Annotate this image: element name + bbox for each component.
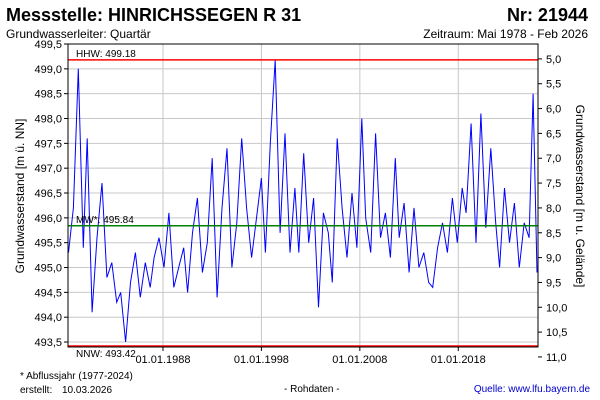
x-tick-label: 01.01.2018 xyxy=(431,354,486,366)
y-tick-label: 498,0 xyxy=(34,114,62,126)
y2-tick-label: 11,0 xyxy=(546,352,567,364)
data-type-label: - Rohdaten - xyxy=(284,384,340,395)
aquifer-label: Grundwasserleiter: Quartär xyxy=(6,27,151,41)
y-tick-label: 497,0 xyxy=(34,163,62,175)
y-tick-label: 495,5 xyxy=(34,238,62,250)
series-line xyxy=(68,59,538,343)
series-layer xyxy=(68,59,538,343)
y2-tick-label: 10,5 xyxy=(546,327,567,339)
y-tick-label: 496,5 xyxy=(34,188,62,200)
y-tick-label: 499,5 xyxy=(34,39,62,51)
y-tick-label: 494,5 xyxy=(34,287,62,299)
y-axis-label-right-wrap: Grundwasserstand [m u. Gelände] xyxy=(573,105,587,288)
created-label: erstellt: xyxy=(20,385,53,396)
y-tick-label: 493,5 xyxy=(34,337,62,349)
x-tick-label: 01.01.2008 xyxy=(332,354,387,366)
y-axis-label-left: Grundwasserstand [m ü. NN] xyxy=(13,119,27,274)
y2-tick-label: 9,5 xyxy=(546,277,561,289)
y-tick-label: 497,5 xyxy=(34,138,62,150)
plot-frame xyxy=(67,43,539,348)
y-axis-label-right: Grundwasserstand [m u. Gelände] xyxy=(573,105,587,288)
nnw-label: NNW: 493.42 xyxy=(76,349,136,360)
reference-lines: HHW: 499.18 MW*: 495.84 NNW: 493.42 xyxy=(68,49,538,360)
y2-tick-label: 6,0 xyxy=(546,104,561,116)
y-tick-label: 498,5 xyxy=(34,89,62,101)
y2-tick-label: 8,5 xyxy=(546,228,561,240)
x-tick-label: 01.01.1988 xyxy=(135,354,190,366)
footnote: * Abflussjahr (1977-2024) xyxy=(20,371,133,382)
y-tick-label: 495,0 xyxy=(34,263,62,275)
y2-tick-label: 10,0 xyxy=(546,302,567,314)
page-title: Messstelle: HINRICHSSEGEN R 31 xyxy=(6,5,302,25)
mw-label: MW*: 495.84 xyxy=(76,215,134,226)
y-tick-label: 494,0 xyxy=(34,312,62,324)
axes: 493,5 494,0 494,5 495,0 495,5 496,0 496,5 497,0… xyxy=(34,39,567,366)
station-number: Nr: 21944 xyxy=(506,5,588,25)
y2-tick-label: 5,5 xyxy=(546,79,561,91)
source-link[interactable]: Quelle: www.lfu.bayern.de xyxy=(473,384,590,395)
y-tick-label: 496,0 xyxy=(34,213,62,225)
y-tick-label: 499,0 xyxy=(34,64,62,76)
y2-tick-label: 9,0 xyxy=(546,253,561,265)
x-tick-label: 01.01.1998 xyxy=(234,354,289,366)
created-date: 10.03.2026 xyxy=(62,385,113,396)
y2-tick-label: 7,0 xyxy=(546,153,561,165)
hhw-label: HHW: 499.18 xyxy=(76,49,136,60)
y2-tick-label: 5,0 xyxy=(546,54,561,66)
y2-tick-label: 8,0 xyxy=(546,203,561,215)
period-label: Zeitraum: Mai 1978 - Feb 2026 xyxy=(423,27,588,41)
y2-tick-label: 7,5 xyxy=(546,178,561,190)
y2-tick-label: 6,5 xyxy=(546,128,561,140)
y-axis-label-left-wrap: Grundwasserstand [m ü. NN] xyxy=(13,119,27,274)
